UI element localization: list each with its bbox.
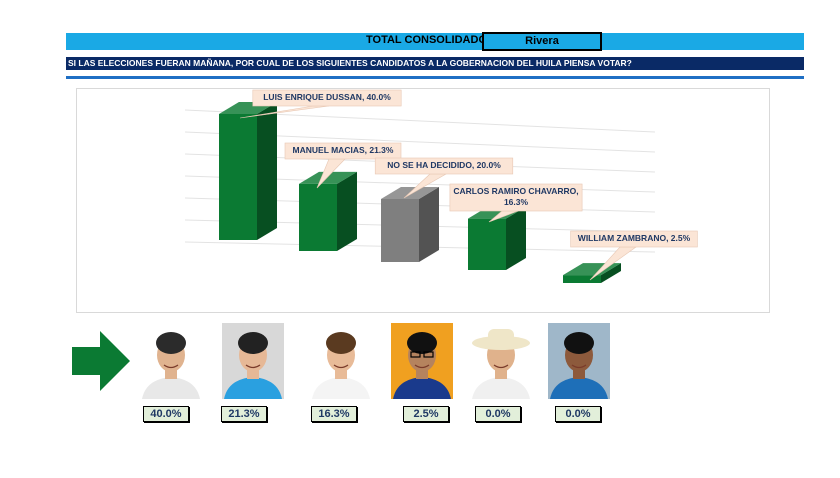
candidate-photo bbox=[222, 323, 284, 399]
data-label: 16.3% bbox=[504, 197, 529, 207]
bar bbox=[381, 199, 419, 262]
bar-side bbox=[601, 263, 621, 283]
candidate-percentage: 2.5% bbox=[403, 406, 449, 422]
data-label: NO SE HA DECIDIDO, 20.0% bbox=[387, 160, 501, 170]
divider bbox=[66, 76, 804, 79]
data-label: MANUEL MACIAS, 21.3% bbox=[293, 145, 394, 155]
bar-side bbox=[337, 171, 357, 251]
candidate-photo bbox=[140, 323, 202, 399]
candidate-percentage: 0.0% bbox=[475, 406, 521, 422]
arrow-right-icon bbox=[72, 331, 130, 391]
bar-top-highlight bbox=[299, 171, 357, 184]
data-label-box bbox=[284, 142, 402, 160]
municipality-field[interactable]: Rivera bbox=[482, 32, 602, 51]
candidate-photo bbox=[470, 323, 532, 399]
bar-side bbox=[419, 187, 439, 262]
header-bar: TOTAL CONSOLIDADO Rivera bbox=[66, 32, 804, 51]
candidate-photo bbox=[310, 323, 372, 399]
bar-top bbox=[299, 171, 357, 184]
data-label-box bbox=[570, 230, 698, 248]
data-label: CARLOS RAMIRO CHAVARRO, bbox=[453, 186, 578, 196]
bar-side bbox=[506, 206, 526, 270]
data-label-box bbox=[374, 157, 514, 175]
data-label: WILLIAM ZAMBRANO, 2.5% bbox=[578, 233, 691, 243]
data-label: LUIS ENRIQUE DUSSAN, 40.0% bbox=[263, 92, 391, 102]
bar bbox=[468, 218, 506, 270]
chart-frame bbox=[76, 88, 770, 313]
candidate-photo bbox=[391, 323, 453, 399]
bar-side bbox=[257, 102, 277, 240]
candidate-percentage: 0.0% bbox=[555, 406, 601, 422]
header-label: TOTAL CONSOLIDADO bbox=[366, 34, 487, 46]
question-text: SI LAS ELECCIONES FUERAN MAÑANA, POR CUA… bbox=[66, 57, 804, 70]
candidate-percentage: 21.3% bbox=[221, 406, 267, 422]
bar bbox=[563, 275, 601, 283]
data-label-box bbox=[252, 89, 402, 107]
data-label-box bbox=[449, 183, 583, 212]
candidate-photo bbox=[548, 323, 610, 399]
bar bbox=[299, 183, 337, 251]
candidate-percentage: 16.3% bbox=[311, 406, 357, 422]
candidate-percentage: 40.0% bbox=[143, 406, 189, 422]
bar bbox=[219, 114, 257, 240]
